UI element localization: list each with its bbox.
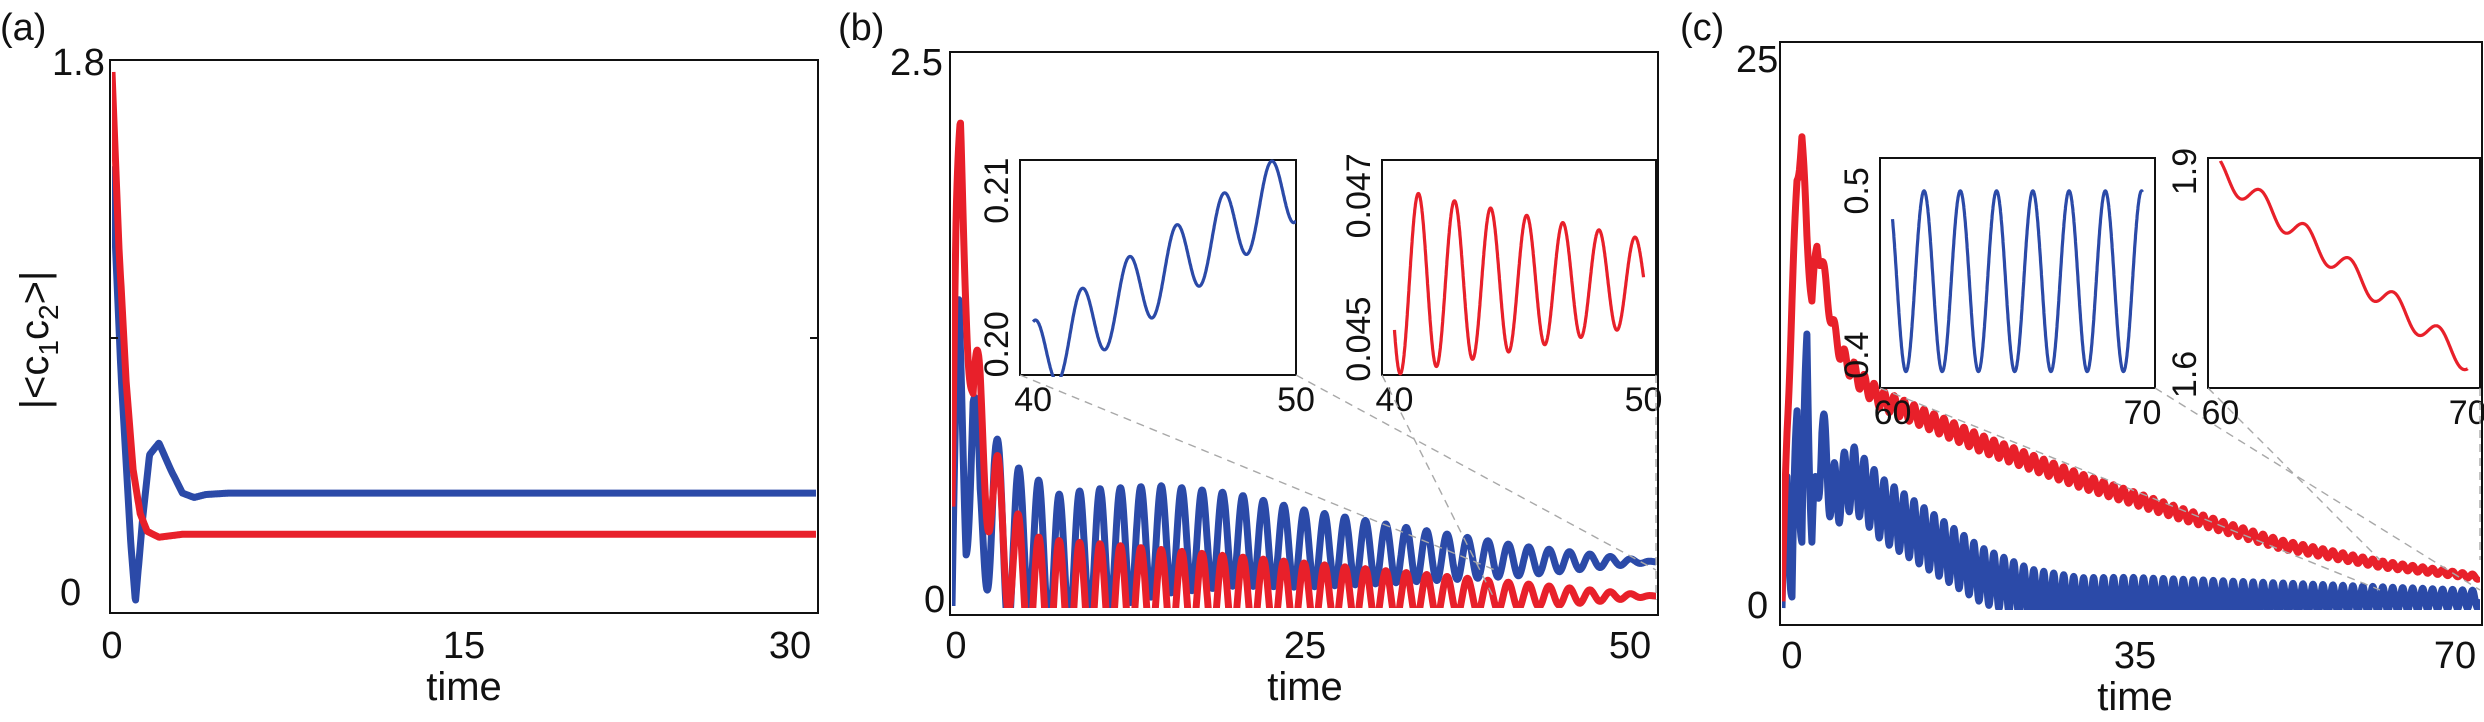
panel-b-inset-red-xtick-0: 40 xyxy=(1376,381,1414,419)
panel-c-inset-red-ytick-1: 1.9 xyxy=(2166,148,2204,195)
panel-b-label: (b) xyxy=(838,7,884,49)
panel-c-inset-blue: 60 70 0.4 0.5 xyxy=(1838,157,2162,432)
panel-b-inset-blue-xtick-0: 40 xyxy=(1014,381,1052,419)
panel-a-series-blue-line xyxy=(112,166,816,604)
panel-c-series-blue-line xyxy=(1782,330,2480,610)
panel-b-inset-blue-ytick-0: 0.20 xyxy=(978,311,1016,377)
panel-a-ytick-bottom: 0 xyxy=(60,572,81,614)
panel-c-series-red-line xyxy=(1782,133,2480,602)
panel-b-xtick-2: 50 xyxy=(1609,625,1651,667)
panel-b-plot: 40 50 0.20 0.21 40 50 0.045 0.047 xyxy=(952,119,1662,608)
panel-c-xlabel: time xyxy=(2097,675,2173,719)
panel-c-inset-blue-xtick-0: 60 xyxy=(1874,394,1912,432)
panel-b-xtick-1: 25 xyxy=(1284,625,1326,667)
panel-c-ytick-top: 25 xyxy=(1736,39,1778,81)
panel-b-series-blue-line xyxy=(952,296,1656,608)
panel-b-inset-blue-guide-left xyxy=(1019,374,1496,571)
panel-b-ytick-bottom: 0 xyxy=(924,579,945,621)
panel-c-inset-blue-guide-right xyxy=(2154,387,2481,591)
panel-b-inset-red-xtick-1: 50 xyxy=(1625,381,1663,419)
panel-c-inset-blue-xtick-1: 70 xyxy=(2124,394,2162,432)
panel-a-series-red-line xyxy=(112,71,816,541)
panel-a-frame xyxy=(109,59,819,614)
panel-c-inset-red-xtick-1: 70 xyxy=(2449,394,2484,432)
panel-b-inset-blue: 40 50 0.20 0.21 xyxy=(978,158,1315,419)
panel-c-xtick-1: 35 xyxy=(2114,635,2156,677)
panel-b-inset-red-series-blue-line xyxy=(1392,191,1646,376)
panel-a-label: (a) xyxy=(0,7,46,49)
panel-c-plot: 60 700.40.560 701.61.9 xyxy=(1782,133,2484,610)
panel-c: (c) 60 700.40.560 701.61.9 25 0 0 35 70 ti… xyxy=(1680,7,2484,719)
panel-c-inset-red-guide-left xyxy=(2207,387,2381,561)
panel-a-ylabel-text: |<c1c2>| xyxy=(13,271,64,410)
panel-b-series-red-line xyxy=(952,119,1656,608)
panel-c-inset-blue-ytick-1: 0.5 xyxy=(1838,167,1876,214)
panel-c-inset-blue-series-blue-line xyxy=(1890,189,2144,374)
panel-b-ytick-top: 2.5 xyxy=(890,42,943,84)
panel-a-plot xyxy=(110,71,818,604)
panel-c-inset-blue-guide-left xyxy=(1879,387,2381,591)
panel-a-ylabel: |<c1c2>| xyxy=(13,271,64,410)
panel-b-frame xyxy=(949,51,1659,616)
panel-b-inset-blue-ytick-1: 0.21 xyxy=(978,158,1016,224)
panel-b-inset-blue-series-blue-line xyxy=(1031,159,1296,377)
panel-a-xlabel: time xyxy=(426,665,502,709)
panel-a-xtick-0: 0 xyxy=(101,625,122,667)
panel-c-inset-red: 60 701.61.9 xyxy=(2166,148,2484,432)
panel-b: (b) 40 50 0.20 0.21 40 50 0.045 0.047 2.5 0 0 2… xyxy=(838,7,1662,709)
panel-c-frame xyxy=(1779,41,2483,626)
panel-c-xtick-0: 0 xyxy=(1781,635,1802,677)
panel-a: (a) 1.8 0 0 15 30 time |<c1c2>| xyxy=(0,7,819,709)
panel-a-ytick-top: 1.8 xyxy=(52,42,105,84)
panel-b-inset-red-ytick-1: 0.047 xyxy=(1340,153,1378,238)
panel-b-inset-blue-guide-right xyxy=(1295,374,1657,571)
panel-b-inset-blue-frame xyxy=(1019,159,1297,376)
panel-b-inset-blue-xtick-1: 50 xyxy=(1277,381,1315,419)
panel-a-xtick-2: 30 xyxy=(769,625,811,667)
panel-c-inset-red-series-blue-line xyxy=(2218,159,2470,372)
panel-b-xtick-0: 0 xyxy=(945,625,966,667)
panel-b-inset-red-ytick-0: 0.045 xyxy=(1340,297,1378,382)
panel-c-inset-red-ytick-0: 1.6 xyxy=(2166,351,2204,398)
panel-c-ytick-bottom: 0 xyxy=(1747,585,1768,627)
panel-b-inset-red: 40 50 0.045 0.047 xyxy=(1340,153,1662,419)
panel-c-xtick-2: 70 xyxy=(2434,635,2476,677)
panel-c-inset-blue-ytick-0: 0.4 xyxy=(1838,332,1876,379)
panel-a-xtick-1: 15 xyxy=(443,625,485,667)
panel-c-label: (c) xyxy=(1680,7,1724,49)
panel-c-inset-red-frame xyxy=(2207,157,2481,389)
panel-b-xlabel: time xyxy=(1267,665,1343,709)
